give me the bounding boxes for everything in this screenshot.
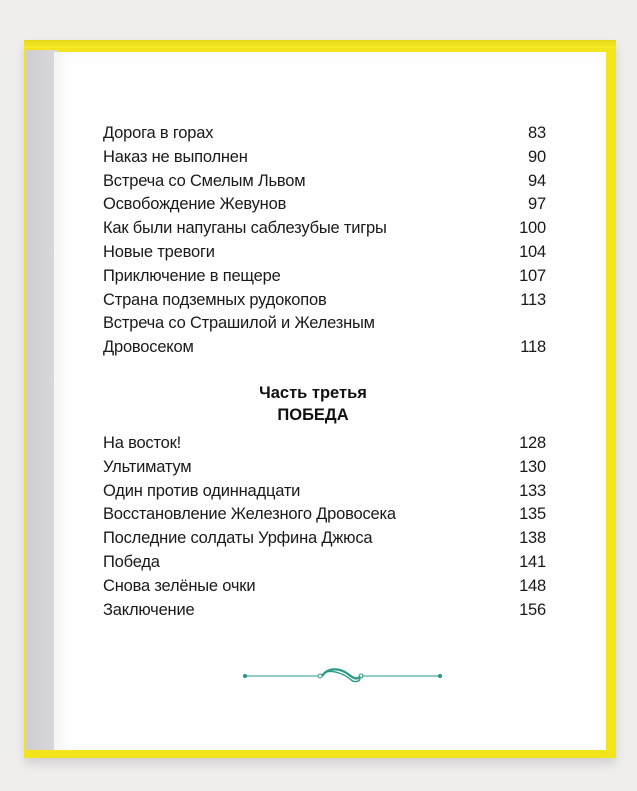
- toc-entry: Страна подземных рудокопов 113: [103, 289, 546, 313]
- toc-entry-title: Ультиматум: [103, 457, 192, 476]
- part-label: Часть третья: [259, 384, 367, 402]
- toc-entry: Последние солдаты Урфина Джюса 138: [103, 527, 546, 551]
- toc-entry: Встреча со Страшилой и Железным: [103, 312, 546, 336]
- toc-entry: Победа 141: [103, 551, 546, 575]
- toc-entry: Встреча со Смелым Львом 94: [103, 170, 546, 194]
- toc-entry-page: 135: [519, 505, 546, 524]
- table-of-contents-part-3: На восток! 128 Ультиматум 130 Один против од…: [103, 432, 546, 622]
- toc-entry-title: Встреча со Смелым Львом: [103, 171, 306, 190]
- toc-entry-page: 138: [519, 529, 546, 548]
- table-of-contents-part-2: Дорога в горах 83 Наказ не выполнен 90 Встре…: [103, 122, 546, 360]
- toc-entry-title: Новые тревоги: [103, 242, 215, 261]
- toc-entry-title: Дровосеком: [103, 338, 194, 357]
- book-page: [54, 52, 606, 750]
- toc-entry: Дорога в горах 83: [103, 122, 546, 146]
- toc-entry: Восстановление Железного Дровосека 135: [103, 503, 546, 527]
- book-spine-shadow: [26, 50, 58, 750]
- toc-entry-page: 90: [528, 147, 546, 166]
- toc-entry-title: Один против одиннадцати: [103, 481, 301, 500]
- toc-entry: Дровосеком 118: [103, 336, 546, 360]
- toc-entry-title: Последние солдаты Урфина Джюса: [103, 529, 373, 548]
- toc-entry-page: 156: [519, 600, 546, 619]
- toc-entry: Заключение 156: [103, 599, 546, 623]
- part-name: ПОБЕДА: [277, 406, 349, 424]
- toc-entry-page: 83: [528, 124, 546, 142]
- toc-entry-title: Заключение: [103, 600, 195, 619]
- toc-entry-title: Встреча со Страшилой и Железным: [103, 314, 375, 333]
- toc-entry: Новые тревоги 104: [103, 241, 546, 265]
- toc-entry: Один против одиннадцати 133: [103, 480, 546, 504]
- toc-entry: На восток! 128: [103, 432, 546, 456]
- toc-entry-title: Дорога в горах: [103, 124, 214, 142]
- toc-entry: Снова зелёные очки 148: [103, 575, 546, 599]
- cover-edge: [24, 40, 616, 48]
- toc-entry: Как были напуганы саблезубые тигры 100: [103, 217, 546, 241]
- toc-entry-page: 128: [519, 434, 546, 452]
- toc-entry-title: На восток!: [103, 434, 182, 452]
- toc-entry-title: Восстановление Железного Дровосека: [103, 505, 396, 524]
- toc-entry-page: 148: [519, 576, 546, 595]
- toc-entry-title: Снова зелёные очки: [103, 576, 256, 595]
- toc-entry: Ультиматум 130: [103, 456, 546, 480]
- toc-entry-page: 100: [519, 219, 546, 238]
- toc-entry: Приключение в пещере 107: [103, 265, 546, 289]
- toc-entry: Освобождение Жевунов 97: [103, 193, 546, 217]
- toc-entry-title: Приключение в пещере: [103, 266, 281, 285]
- toc-entry-title: Победа: [103, 552, 160, 571]
- toc-entry-page: 133: [519, 481, 546, 500]
- toc-entry-page: 113: [520, 290, 546, 309]
- part-heading: Часть третья ПОБЕДА: [103, 382, 523, 426]
- toc-entry: Наказ не выполнен 90: [103, 146, 546, 170]
- toc-entry-page: 118: [520, 338, 546, 357]
- toc-entry-page: 130: [519, 457, 546, 476]
- toc-entry-title: Страна подземных рудокопов: [103, 290, 327, 309]
- toc-entry-page: 94: [528, 171, 546, 190]
- toc-entry-page: 141: [519, 552, 546, 571]
- toc-entry-title: Как были напуганы саблезубые тигры: [103, 219, 387, 238]
- toc-entry-title: Наказ не выполнен: [103, 147, 248, 166]
- toc-entry-title: Освобождение Жевунов: [103, 195, 287, 214]
- flourish-divider-icon: [242, 668, 443, 683]
- toc-entry-page: 97: [528, 195, 546, 214]
- toc-entry-page: 107: [519, 266, 546, 285]
- toc-entry-page: 104: [519, 242, 546, 261]
